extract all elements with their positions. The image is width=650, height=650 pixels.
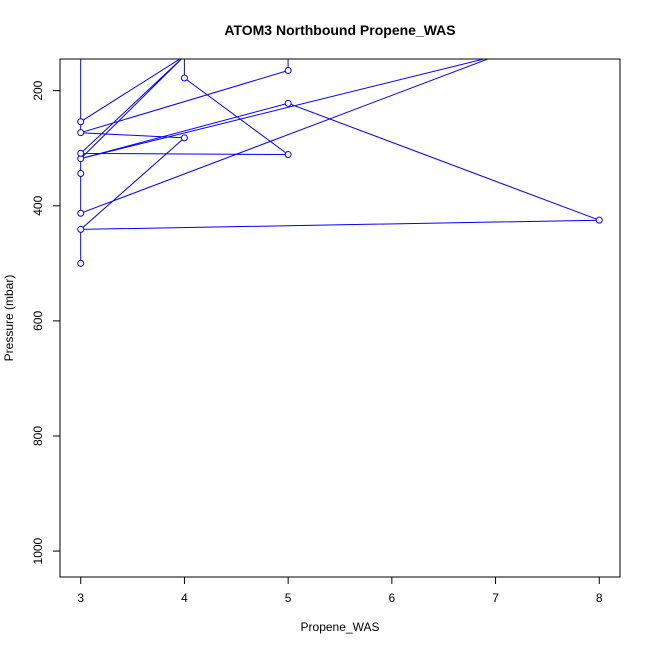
series-line xyxy=(79,59,600,264)
y-axis-label: Pressure (mbar) xyxy=(2,275,16,362)
y-tick-label: 600 xyxy=(31,311,45,331)
data-point xyxy=(284,67,292,75)
data-point xyxy=(180,134,188,142)
data-point xyxy=(77,209,85,217)
data-point xyxy=(77,149,85,157)
y-tick-label: 1000 xyxy=(31,537,45,564)
x-tick-label: 7 xyxy=(492,591,499,605)
x-tick-label: 6 xyxy=(389,591,396,605)
data-point xyxy=(284,99,292,107)
plot-area xyxy=(77,59,603,267)
x-tick-label: 3 xyxy=(77,591,84,605)
x-tick-label: 4 xyxy=(181,591,188,605)
data-point xyxy=(284,151,292,159)
y-axis-ticks: 200 400 600 800 1000 xyxy=(31,80,60,564)
data-point xyxy=(77,259,85,267)
data-point xyxy=(595,216,603,224)
y-tick-label: 200 xyxy=(31,80,45,100)
data-point xyxy=(77,225,85,233)
data-point xyxy=(180,74,188,82)
data-point xyxy=(77,118,85,126)
x-axis-ticks: 3 4 5 6 7 8 xyxy=(77,577,603,605)
y-tick-label: 800 xyxy=(31,426,45,446)
chart-title: ATOM3 Northbound Propene_WAS xyxy=(224,22,455,38)
data-point xyxy=(77,170,85,178)
x-tick-label: 8 xyxy=(596,591,603,605)
x-tick-label: 5 xyxy=(285,591,292,605)
plot-frame xyxy=(59,58,621,578)
y-tick-label: 400 xyxy=(31,195,45,215)
data-point xyxy=(77,129,85,137)
x-axis-label: Propene_WAS xyxy=(301,620,380,634)
